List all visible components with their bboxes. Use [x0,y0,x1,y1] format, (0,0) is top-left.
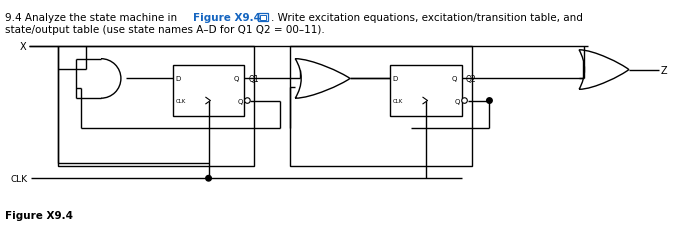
Text: Q1: Q1 [248,75,259,84]
Text: 9.4 Analyze the state machine in: 9.4 Analyze the state machine in [6,13,181,23]
Text: D: D [393,76,398,82]
Circle shape [245,98,250,104]
Bar [390,65,461,116]
Bar [290,47,471,167]
Text: Q: Q [238,98,243,104]
Text: . Write excitation equations, excitation/transition table, and: . Write excitation equations, excitation… [271,13,583,23]
Bar [58,47,254,167]
Text: state/output table (use state names A–D for Q1 Q2 = 00–11).: state/output table (use state names A–D … [6,25,325,35]
Bar [173,65,245,116]
Circle shape [487,98,492,104]
Bar [261,16,266,21]
Text: Figure X9.4: Figure X9.4 [6,210,73,220]
Text: D: D [176,76,181,82]
Bar [259,14,268,22]
Text: Q: Q [234,76,240,82]
Text: Q: Q [451,76,457,82]
Circle shape [206,176,211,181]
Text: Q: Q [454,98,460,104]
Text: CLK: CLK [176,99,186,103]
Text: X: X [20,42,26,52]
Text: CLK: CLK [393,99,403,103]
Text: Figure X9.4: Figure X9.4 [192,13,261,23]
Text: CLK: CLK [10,174,27,183]
Text: Q2: Q2 [466,75,476,84]
Circle shape [461,98,467,104]
Text: Z: Z [661,65,667,75]
